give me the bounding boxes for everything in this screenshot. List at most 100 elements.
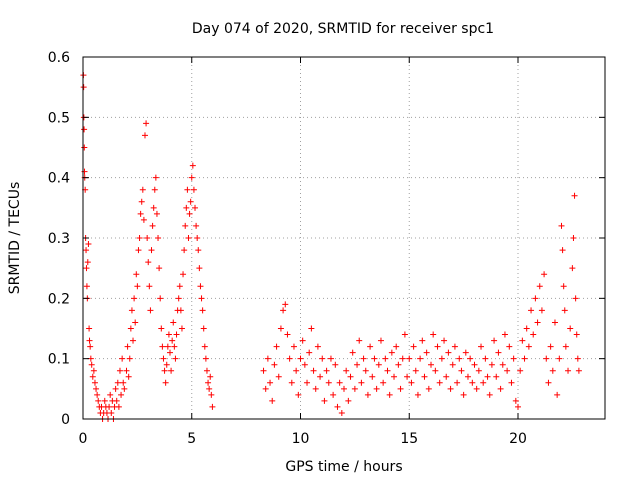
data-point <box>151 186 158 193</box>
data-point <box>462 349 469 356</box>
data-point <box>341 385 347 392</box>
data-point <box>171 343 178 350</box>
data-point <box>460 391 467 398</box>
data-point <box>133 271 140 278</box>
data-point <box>351 385 358 392</box>
data-point <box>536 283 543 290</box>
data-point <box>188 174 195 181</box>
data-point <box>314 343 321 350</box>
data-point <box>421 373 428 380</box>
y-tick-label: 0.4 <box>48 171 70 187</box>
data-point <box>443 373 450 380</box>
data-point <box>419 337 426 344</box>
data-point <box>312 385 319 392</box>
data-point <box>93 385 100 392</box>
data-point <box>145 259 152 266</box>
data-point <box>148 247 155 254</box>
y-tick-label: 0.3 <box>48 231 70 247</box>
x-tick-label: 15 <box>400 431 418 447</box>
data-point <box>543 355 550 362</box>
data-point <box>180 271 187 278</box>
data-point <box>118 391 125 398</box>
data-point <box>512 397 519 404</box>
data-point <box>275 373 282 380</box>
data-point <box>393 343 400 350</box>
data-point <box>134 283 141 290</box>
data-point <box>199 307 206 314</box>
data-point <box>267 379 274 386</box>
data-point <box>280 307 287 314</box>
data-point <box>80 84 87 91</box>
data-point <box>91 379 98 386</box>
data-point <box>558 222 565 229</box>
data-point <box>454 379 461 386</box>
data-point <box>375 361 382 368</box>
data-point <box>517 367 524 374</box>
data-point <box>284 331 291 338</box>
data-point <box>384 367 391 374</box>
data-point <box>330 391 337 398</box>
data-point <box>504 367 511 374</box>
data-point <box>197 283 204 290</box>
data-point <box>549 367 556 374</box>
data-point <box>428 361 434 368</box>
y-axis-label: SRMTID / TECUs <box>7 182 23 295</box>
data-point <box>86 325 93 332</box>
data-point <box>449 361 456 368</box>
data-point <box>464 373 471 380</box>
data-point <box>499 361 506 368</box>
data-point <box>193 222 200 229</box>
data-point <box>530 331 537 338</box>
data-point <box>203 367 210 374</box>
data-point <box>497 385 504 392</box>
data-point <box>290 343 297 350</box>
data-point <box>301 361 308 368</box>
data-point <box>159 343 166 350</box>
data-point <box>135 247 142 254</box>
data-point <box>83 265 90 272</box>
data-point <box>137 210 144 217</box>
data-point <box>143 120 150 127</box>
data-point <box>126 355 133 362</box>
data-point <box>327 355 334 362</box>
data-point <box>205 379 212 386</box>
data-point <box>177 307 184 314</box>
data-point <box>107 391 114 398</box>
data-point <box>391 373 398 380</box>
data-point <box>106 403 113 410</box>
data-point <box>123 367 130 374</box>
data-point <box>491 337 498 344</box>
data-point <box>84 259 91 266</box>
data-point <box>146 283 153 290</box>
data-point <box>323 367 330 374</box>
data-point <box>168 367 175 374</box>
data-point <box>388 349 395 356</box>
data-point <box>519 337 526 344</box>
data-point <box>83 283 90 290</box>
data-point <box>114 379 121 386</box>
data-point <box>545 379 552 386</box>
data-point <box>175 295 182 302</box>
data-point <box>371 355 378 362</box>
data-point <box>88 361 95 368</box>
data-point <box>354 361 361 368</box>
data-point <box>172 355 179 362</box>
data-point <box>373 385 380 392</box>
data-point <box>447 385 454 392</box>
y-tick-label: 0.6 <box>48 50 70 66</box>
data-point <box>164 343 171 350</box>
data-point <box>565 367 572 374</box>
data-point <box>304 379 311 386</box>
data-point <box>347 373 354 380</box>
data-point <box>559 247 566 254</box>
data-points <box>80 72 582 422</box>
data-point <box>131 295 138 302</box>
data-point <box>467 355 474 362</box>
data-point <box>152 174 159 181</box>
data-point <box>194 235 201 241</box>
data-point <box>319 355 326 362</box>
data-point <box>508 379 515 386</box>
data-point <box>299 337 306 344</box>
data-point <box>125 373 132 380</box>
data-point <box>112 385 119 392</box>
